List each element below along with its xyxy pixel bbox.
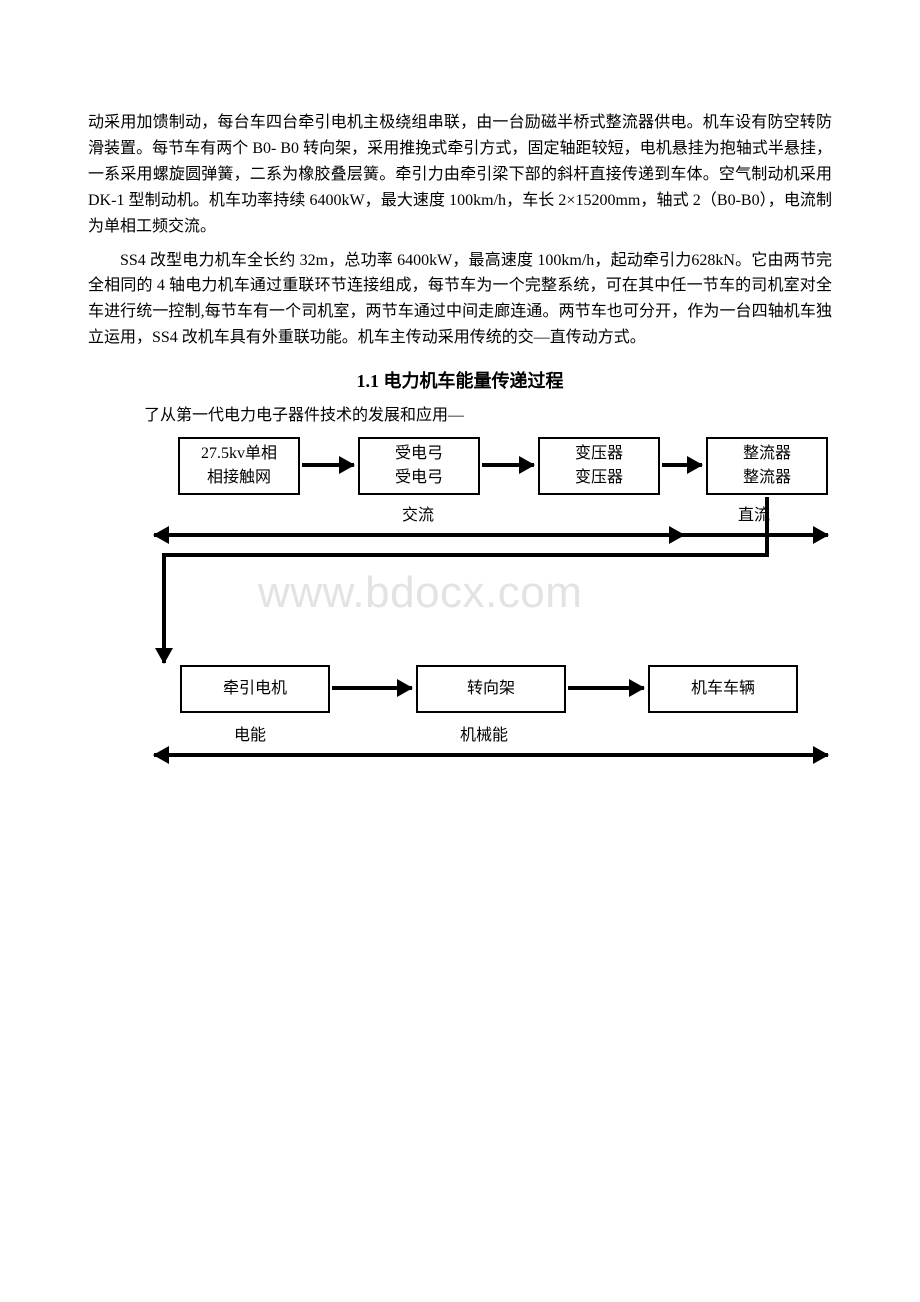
box5-text: 牵引电机 xyxy=(223,677,287,701)
box4-line1: 整流器 xyxy=(743,442,791,466)
dc-range-arrow xyxy=(684,533,828,537)
energy-flow-diagram: www.bdocx.com 27.5kv单相 相接触网 受电弓 受电弓 变压器 … xyxy=(148,433,828,813)
label-ac: 交流 xyxy=(402,501,434,525)
flow-box-pantograph: 受电弓 受电弓 xyxy=(358,437,480,495)
box4-line2: 整流器 xyxy=(743,466,791,490)
box3-line2: 变压器 xyxy=(575,466,623,490)
flow-box-vehicle: 机车车辆 xyxy=(648,665,798,713)
box3-line1: 变压器 xyxy=(575,442,623,466)
section-heading: 1.1 电力机车能量传递过程 xyxy=(88,367,832,393)
heading-number: 1.1 xyxy=(357,371,380,391)
box2-line2: 受电弓 xyxy=(395,466,443,490)
watermark-text: www.bdocx.com xyxy=(258,568,582,618)
arrow-2-3 xyxy=(482,463,534,467)
flow-box-bogie: 转向架 xyxy=(416,665,566,713)
ac-range-arrow xyxy=(154,533,684,537)
arrow-5-6 xyxy=(332,686,412,690)
heading-text: 电力机车能量传递过程 xyxy=(379,371,564,391)
flow-box-rectifier: 整流器 整流器 xyxy=(706,437,828,495)
paragraph-1: 动采用加馈制动，每台车四台牵引电机主极绕组串联，由一台励磁半桥式整流器供电。机车… xyxy=(88,110,832,240)
arrow-3-4 xyxy=(662,463,702,467)
paragraph-2: SS4 改型电力机车全长约 32m，总功率 6400kW，最高速度 100km/… xyxy=(88,248,832,352)
paragraph-3: 了从第一代电力电子器件技术的发展和应用— xyxy=(88,403,832,429)
elec-range-arrow xyxy=(154,753,354,757)
conn-horiz xyxy=(162,553,769,557)
arrow-6-7 xyxy=(568,686,644,690)
flow-box-transformer: 变压器 变压器 xyxy=(538,437,660,495)
label-electric-energy: 电能 xyxy=(234,721,266,745)
box7-text: 机车车辆 xyxy=(691,677,755,701)
box2-line1: 受电弓 xyxy=(395,442,443,466)
conn-vert-right xyxy=(765,497,769,557)
mech-range-arrow xyxy=(354,753,828,757)
flow-box-contact-net: 27.5kv单相 相接触网 xyxy=(178,437,300,495)
box6-text: 转向架 xyxy=(467,677,515,701)
box1-line2: 相接触网 xyxy=(207,466,271,490)
flow-box-traction-motor: 牵引电机 xyxy=(180,665,330,713)
label-mechanical-energy: 机械能 xyxy=(460,721,508,745)
arrow-1-2 xyxy=(302,463,354,467)
conn-vert-left xyxy=(162,553,166,663)
box1-line1: 27.5kv单相 xyxy=(201,442,277,466)
